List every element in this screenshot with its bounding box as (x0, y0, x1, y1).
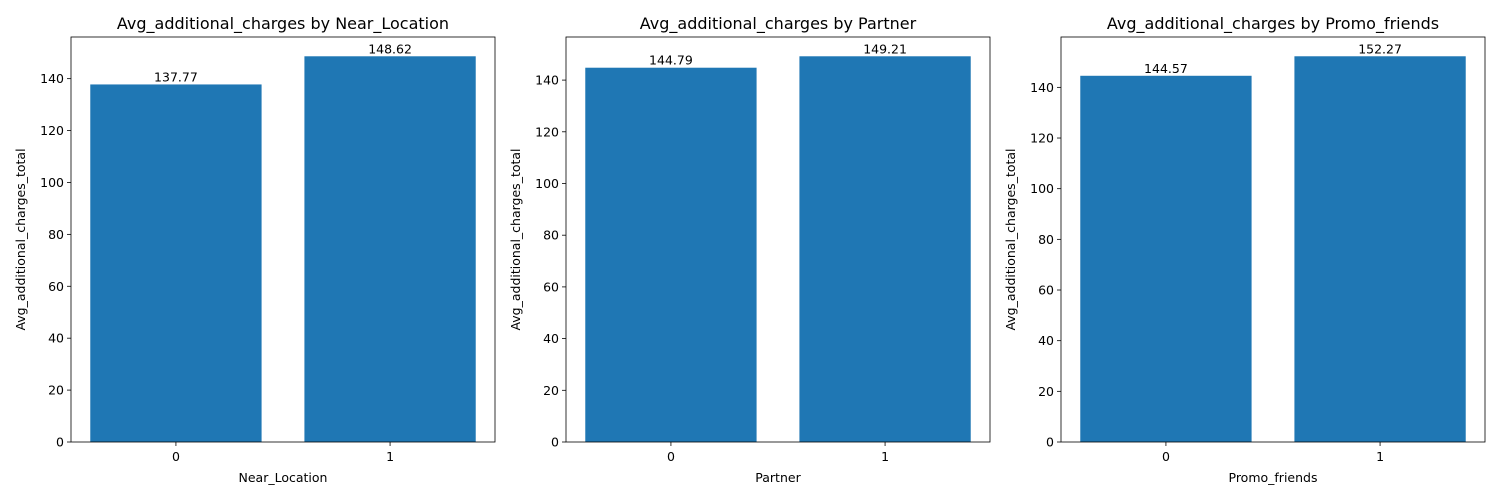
chart-title: Avg_additional_charges by Partner (640, 14, 917, 34)
y-tick-label: 0 (56, 435, 64, 450)
y-tick-label: 0 (551, 435, 559, 450)
y-tick-label: 40 (1038, 333, 1054, 348)
y-tick-label: 140 (40, 71, 64, 86)
y-tick-label: 120 (1030, 131, 1054, 146)
axes-frame (70, 36, 496, 443)
x-axis-label: Promo_friends (1229, 470, 1318, 485)
y-tick-label: 40 (48, 331, 64, 346)
bar-1 (304, 56, 476, 443)
y-tick-label: 80 (1038, 232, 1054, 247)
y-tick-label: 0 (1046, 435, 1054, 450)
bar-0 (90, 84, 262, 442)
data-label: 152.27 (1358, 41, 1402, 56)
y-tick-label: 60 (48, 279, 64, 294)
y-tick-label: 40 (543, 331, 559, 346)
data-label: 148.62 (368, 41, 412, 56)
data-label: 144.57 (1144, 61, 1188, 76)
y-axis-label: Avg_additional_charges_total (13, 148, 28, 330)
y-tick-label: 100 (535, 176, 559, 191)
y-tick-label: 80 (48, 227, 64, 242)
y-tick-label: 60 (543, 279, 559, 294)
y-tick-label: 100 (40, 175, 64, 190)
x-tick-label: 0 (1162, 449, 1170, 464)
chart-panel-0: 137.77 148.62 0 20 40 60 80 100 120 140 0 1 Avg_addi… (13, 14, 496, 485)
y-axis-label: Avg_additional_charges_total (508, 148, 523, 330)
data-label: 149.21 (863, 41, 907, 56)
bar-0 (585, 67, 757, 442)
y-tick-label: 60 (1038, 283, 1054, 298)
x-axis-label: Partner (755, 470, 801, 485)
y-tick-label: 140 (535, 73, 559, 88)
x-tick-label: 1 (881, 449, 889, 464)
bar-0 (1080, 75, 1252, 442)
y-tick-label: 80 (543, 228, 559, 243)
y-tick-label: 140 (1030, 80, 1054, 95)
y-axis-label: Avg_additional_charges_total (1003, 148, 1018, 330)
data-label: 144.79 (649, 53, 693, 68)
y-tick-label: 100 (1030, 181, 1054, 196)
axes-frame (565, 36, 991, 443)
x-tick-label: 1 (386, 449, 394, 464)
y-tick-label: 20 (543, 383, 559, 398)
x-tick-label: 1 (1376, 449, 1384, 464)
chart-title: Avg_additional_charges by Promo_friends (1107, 14, 1439, 34)
y-tick-label: 120 (40, 123, 64, 138)
data-label: 137.77 (154, 69, 198, 84)
chart-panel-2: 144.57 152.27 0 20 40 60 80 100 120 140 0 1 Avg_addi… (1003, 14, 1486, 485)
bar-1 (799, 56, 971, 442)
chart-panel-1: 144.79 149.21 0 20 40 60 80 100 120 140 0 1 Avg_addi… (508, 14, 991, 485)
y-tick-label: 20 (1038, 384, 1054, 399)
x-axis-label: Near_Location (239, 470, 328, 485)
chart-title: Avg_additional_charges by Near_Location (117, 14, 449, 34)
bar-1 (1294, 56, 1466, 442)
x-tick-label: 0 (172, 449, 180, 464)
y-tick-label: 120 (535, 124, 559, 139)
y-tick-label: 20 (48, 383, 64, 398)
x-tick-label: 0 (667, 449, 675, 464)
